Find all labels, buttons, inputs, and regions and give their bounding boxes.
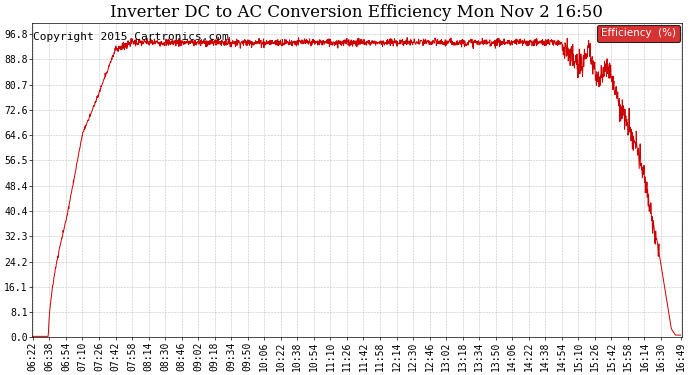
Legend: Efficiency  (%): Efficiency (%) (598, 25, 680, 42)
Text: Copyright 2015 Cartronics.com: Copyright 2015 Cartronics.com (33, 32, 229, 42)
Title: Inverter DC to AC Conversion Efficiency Mon Nov 2 16:50: Inverter DC to AC Conversion Efficiency … (110, 4, 603, 21)
